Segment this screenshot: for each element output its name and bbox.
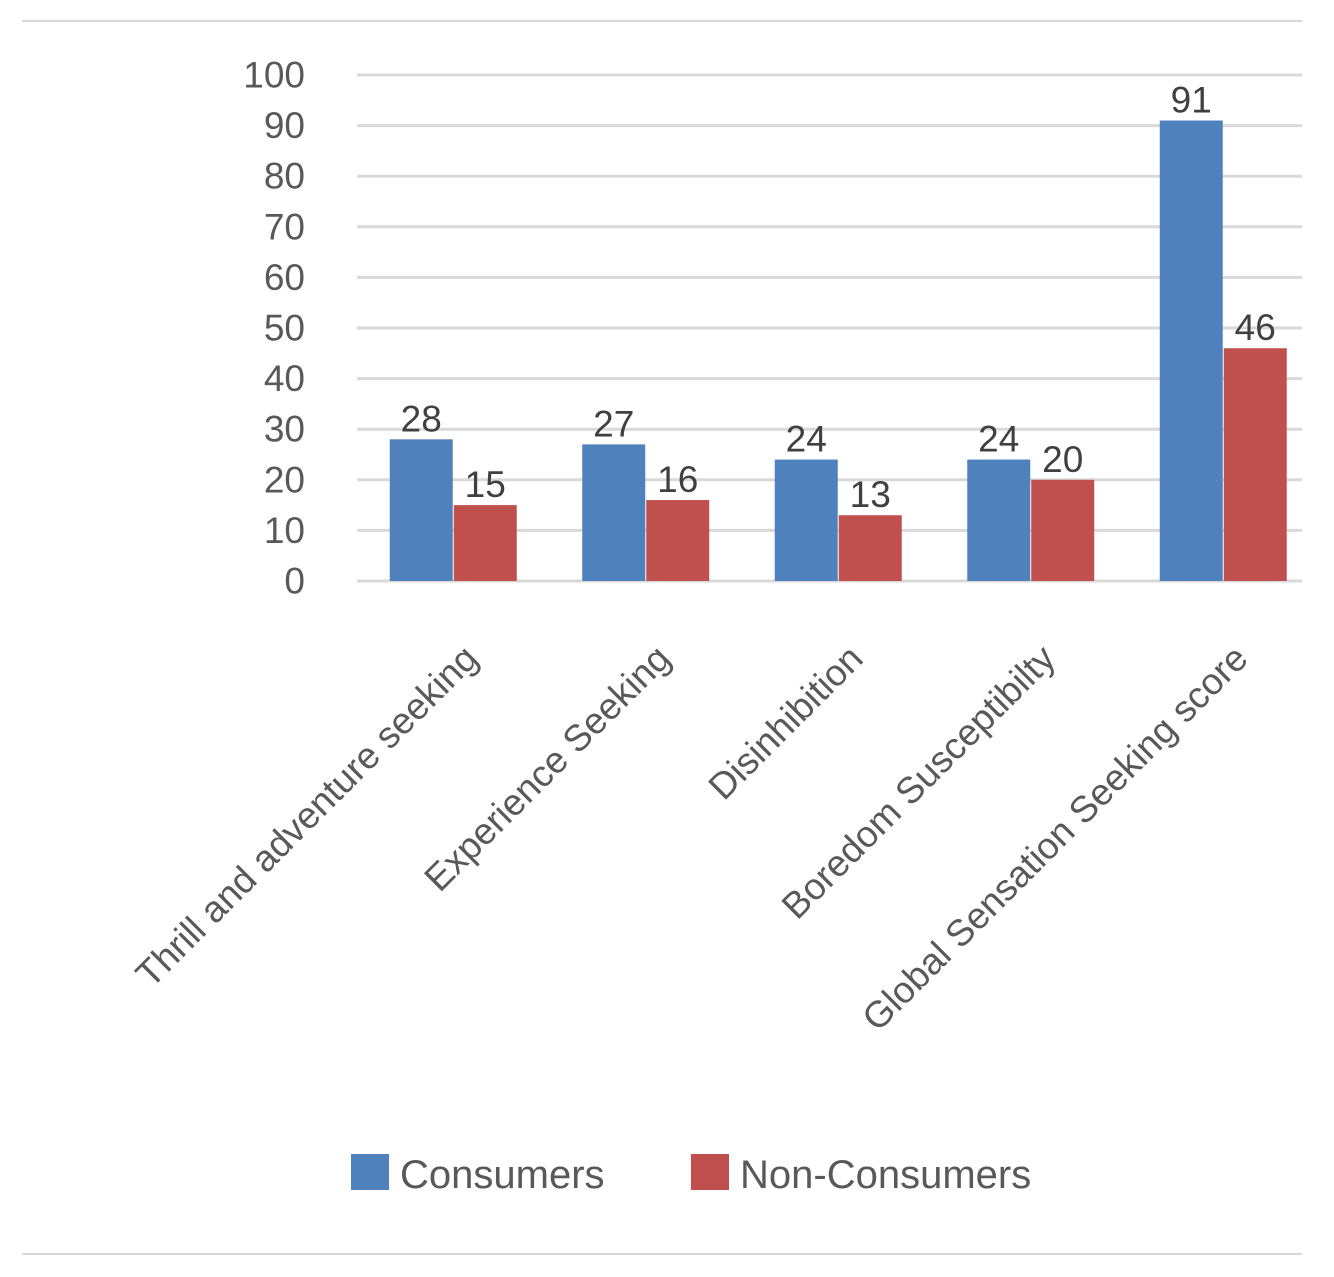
data-label-non-consumers: 20 <box>1042 439 1083 480</box>
data-label-consumers: 28 <box>401 398 442 439</box>
y-axis-tick-labels: 0 10 20 30 40 50 60 70 80 90 100 <box>243 55 305 602</box>
bar-non-consumers <box>1031 479 1095 581</box>
y-tick-label: 50 <box>264 308 305 349</box>
bar-consumers <box>967 459 1031 581</box>
data-label-consumers: 91 <box>1171 80 1212 121</box>
bar-non-consumers <box>453 505 517 581</box>
data-label-consumers: 24 <box>786 419 827 460</box>
data-label-consumers: 27 <box>593 403 634 444</box>
y-tick-label: 100 <box>243 55 305 96</box>
bar-consumers <box>389 439 453 581</box>
bars <box>389 120 1287 581</box>
x-tick-label: Global Sensation Seeking score <box>854 637 1255 1038</box>
x-tick-label: Thrill and adventure seeking <box>128 637 486 995</box>
data-label-non-consumers: 15 <box>465 464 506 505</box>
y-tick-label: 10 <box>264 510 305 551</box>
data-label-non-consumers: 16 <box>657 459 698 500</box>
y-tick-label: 0 <box>284 561 305 602</box>
bar-non-consumers <box>838 515 902 581</box>
bar-non-consumers <box>1223 348 1287 581</box>
x-tick-label: Disinhibition <box>701 637 871 807</box>
y-tick-label: 40 <box>264 358 305 399</box>
y-tick-label: 70 <box>264 206 305 247</box>
legend-label-non-consumers: Non-Consumers <box>740 1153 1031 1197</box>
legend-swatch-non-consumers <box>691 1154 729 1190</box>
data-label-non-consumers: 13 <box>850 474 891 515</box>
legend-label-consumers: Consumers <box>400 1153 605 1197</box>
bar-consumers <box>774 459 838 581</box>
bar-non-consumers <box>646 500 710 581</box>
y-tick-label: 80 <box>264 156 305 197</box>
data-label-consumers: 24 <box>978 419 1019 460</box>
bar-consumers <box>1159 120 1223 581</box>
data-label-non-consumers: 46 <box>1235 307 1276 348</box>
y-tick-label: 30 <box>264 409 305 450</box>
legend-swatch-consumers <box>351 1154 389 1190</box>
y-tick-label: 60 <box>264 257 305 298</box>
bar-consumers <box>582 444 646 581</box>
y-tick-label: 90 <box>264 105 305 146</box>
legend: Consumers Non-Consumers <box>351 1153 1031 1197</box>
data-labels: 28 15 27 16 24 13 24 20 91 46 <box>401 80 1276 516</box>
y-tick-label: 20 <box>264 459 305 500</box>
